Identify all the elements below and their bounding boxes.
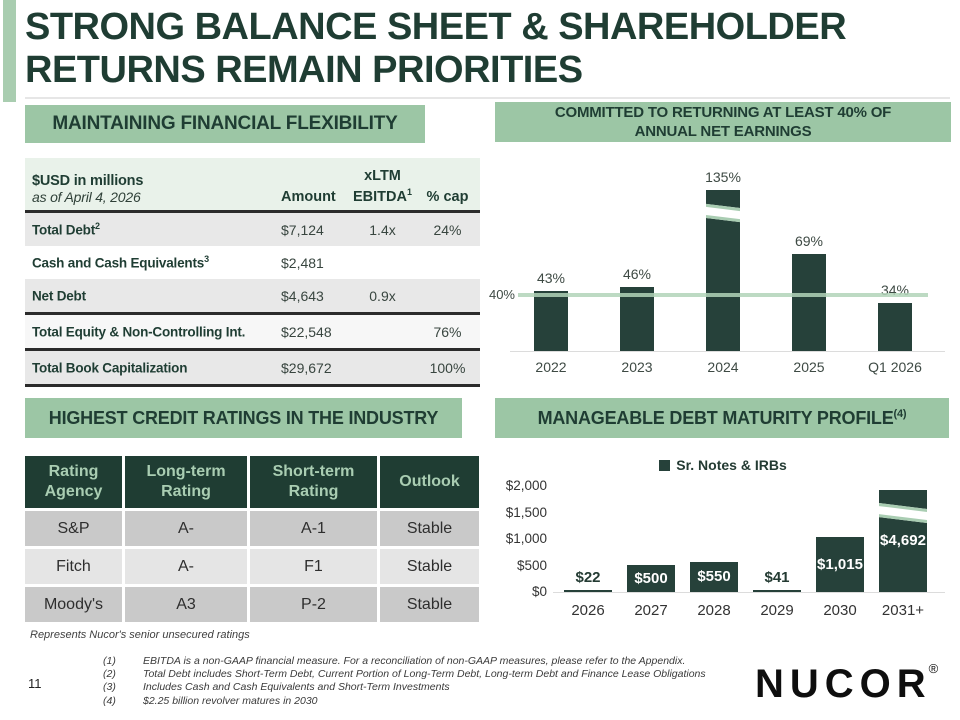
bar-2028 <box>690 562 738 592</box>
page-number: 11 <box>28 676 42 691</box>
bar-2031+ <box>879 490 927 592</box>
table-row-total-equity: Total Equity & Non-Controlling Int. $22,… <box>25 315 480 351</box>
table-header-row: $USD in millions as of April 4, 2026 Amo… <box>25 158 480 213</box>
bar-value-label: 46% <box>622 266 652 282</box>
bar-2030 <box>816 537 864 592</box>
table-row-cash: Cash and Cash Equivalents3 $2,481 <box>25 246 480 279</box>
table-row-total-book-cap: Total Book Capitalization $29,672 100% <box>25 351 480 387</box>
x-axis-label: 2031+ <box>881 602 925 619</box>
y-axis-tick-label: $500 <box>516 557 547 573</box>
bar-2024 <box>706 190 740 351</box>
rating-cell: Stable <box>380 549 479 584</box>
x-axis-label: 2029 <box>760 602 794 619</box>
credit-ratings-table: Rating Agency Long-term Rating Short-term R… <box>25 456 479 622</box>
col-header-ebitda: xLTM EBITDA1 <box>353 168 412 205</box>
x-axis-label: 2023 <box>621 359 653 375</box>
x-axis-label: 2030 <box>823 602 857 619</box>
rating-cell: Fitch <box>25 549 122 584</box>
section-header-credit-ratings: HIGHEST CREDIT RATINGS IN THE INDUSTRY <box>25 398 462 438</box>
y-axis-tick-label: $0 <box>531 584 547 599</box>
footnote-2: (2) Total Debt includes Short-Term Debt, … <box>103 668 706 681</box>
rating-cell: A- <box>125 511 247 546</box>
footnote-1: (1) EBITDA is a non-GAAP financial measur… <box>103 655 686 667</box>
x-axis-label: 2026 <box>571 602 605 619</box>
x-axis-label: 2025 <box>793 359 825 375</box>
forty-percent-reference-line <box>518 293 928 297</box>
ratings-footnote: Represents Nucor's senior unsecured rati… <box>30 629 250 641</box>
rating-cell: A- <box>125 549 247 584</box>
section-header-returns: COMMITTED TO RETURNING AT LEAST 40% OF A… <box>495 102 951 142</box>
col-header-long-term: Long-term Rating <box>125 456 247 508</box>
rating-cell: Stable <box>380 511 479 546</box>
bar-value-label: $4,692 <box>880 532 926 549</box>
x-axis-label: 2027 <box>634 602 668 619</box>
col-header-amount: Amount <box>281 189 336 205</box>
col-header-cap: % cap <box>426 189 469 205</box>
bar-2026 <box>564 590 612 592</box>
returns-bar-chart: 40% 43% 2022 46% 2023 135% 2024 69% 2025 34% Q1 2… <box>489 150 949 382</box>
bar-2022 <box>534 291 568 351</box>
col-header-outlook: Outlook <box>380 456 479 508</box>
bar-value-label: 43% <box>536 270 566 286</box>
bar-value-label: 69% <box>794 233 824 249</box>
footnotes: (1) EBITDA is a non-GAAP financial measur… <box>103 655 706 708</box>
x-axis-label: 2022 <box>535 359 567 375</box>
footnote-4: (4) $2.25 billion revolver matures in 203… <box>103 694 318 707</box>
col-header-short-term: Short-term Rating <box>250 456 377 508</box>
x-axis-line <box>553 592 945 593</box>
page-title: STRONG BALANCE SHEET & SHAREHOLDER RETUR… <box>25 6 925 92</box>
rating-cell: A-1 <box>250 511 377 546</box>
bar-value-label: $41 <box>764 569 790 586</box>
financial-flexibility-table: $USD in millions as of April 4, 2026 Amo… <box>25 158 480 387</box>
x-axis-line <box>510 351 945 352</box>
debt-maturity-bar-chart: $22 2026 $500 2027 $550 2028 $41 2029 $1,015 2030… <box>497 475 949 645</box>
page-title-line1: STRONG BALANCE SHEET & SHAREHOLDER <box>25 6 847 48</box>
col-header-usd: $USD in millions as of April 4, 2026 <box>32 173 144 205</box>
title-divider <box>25 97 950 99</box>
legend-swatch-icon <box>659 459 671 471</box>
bar-Q1 2026 <box>878 303 912 351</box>
section-header-debt-maturity: MANAGEABLE DEBT MATURITY PROFILE(4) <box>495 398 949 438</box>
x-axis-label: Q1 2026 <box>868 359 922 375</box>
table-row-net-debt: Net Debt $4,643 0.9x <box>25 279 480 315</box>
bar-value-label: $500 <box>634 569 668 587</box>
bar-value-label: $550 <box>697 568 731 585</box>
bar-2029 <box>753 590 801 592</box>
rating-cell: Stable <box>380 587 479 622</box>
y-axis-tick-label: $2,000 <box>505 478 547 493</box>
x-axis-label: 2028 <box>697 602 731 619</box>
col-header-rating-agency: Rating Agency <box>25 456 122 508</box>
rating-cell: F1 <box>250 549 377 584</box>
bar-2027 <box>627 565 675 592</box>
bar-value-label: $1,015 <box>817 555 863 573</box>
nucor-logo: NUCOR® <box>755 660 939 706</box>
chart-legend: Sr. Notes & IRBs <box>497 457 949 473</box>
rating-cell: Moody's <box>25 587 122 622</box>
page-title-line2: RETURNS REMAIN PRIORITIES <box>25 49 583 91</box>
rating-cell: P-2 <box>250 587 377 622</box>
y-axis-tick-label: $1,500 <box>505 504 547 520</box>
axis-break-icon <box>879 501 927 525</box>
y-axis-tick-label: $1,000 <box>505 531 547 546</box>
footnote-3: (3) Includes Cash and Cash Equivalents an… <box>103 681 450 694</box>
x-axis-label: 2024 <box>707 359 739 375</box>
bar-2023 <box>620 287 654 351</box>
table-row-total-debt: Total Debt2 $7,124 1.4x 24% <box>25 213 480 246</box>
axis-break-icon <box>706 203 740 223</box>
accent-strip <box>3 0 16 102</box>
section-header-financial-flexibility: MAINTAINING FINANCIAL FLEXIBILITY <box>25 105 425 143</box>
bar-2025 <box>792 254 826 351</box>
rating-cell: S&P <box>25 511 122 546</box>
bar-value-label: 135% <box>705 169 741 185</box>
forty-percent-label: 40% <box>488 287 515 302</box>
rating-cell: A3 <box>125 587 247 622</box>
bar-value-label: $22 <box>575 569 601 586</box>
legend-label: Sr. Notes & IRBs <box>676 457 787 473</box>
